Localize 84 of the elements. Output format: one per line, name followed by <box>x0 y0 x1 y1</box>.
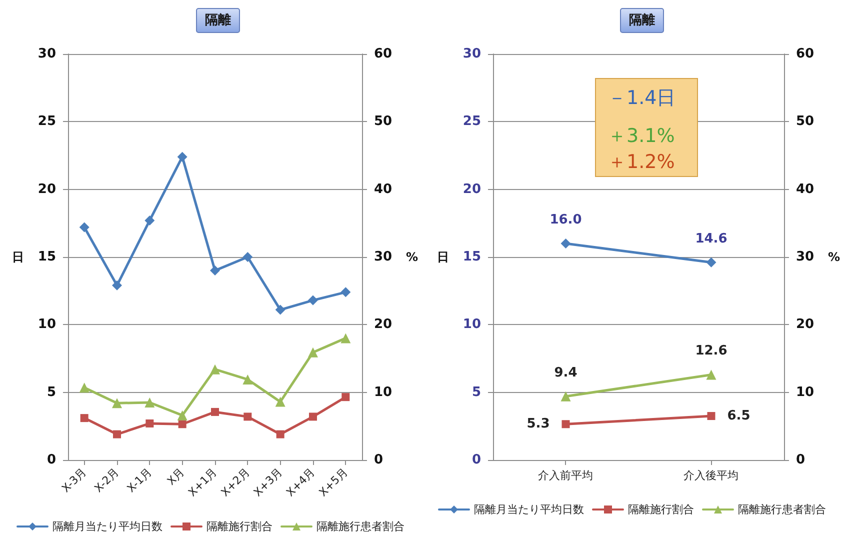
y2-tick-label: 30 <box>374 250 392 264</box>
y2-tick-label: 60 <box>374 46 392 62</box>
point <box>242 374 253 384</box>
point <box>308 412 317 421</box>
y2-tick-label: 10 <box>796 384 814 400</box>
y-tick-label: 20 <box>462 182 481 197</box>
y-tick-label: 10 <box>462 317 481 332</box>
data-label: 6.5 <box>727 408 750 424</box>
y-tick-label: 0 <box>472 452 481 468</box>
data-label: 5.3 <box>526 416 550 432</box>
y2-tick-label: 60 <box>796 46 814 62</box>
point <box>79 222 90 232</box>
point <box>210 408 219 416</box>
y-tick-label: 15 <box>462 250 481 264</box>
x-tick-label: 介入前平均 <box>538 469 594 482</box>
y-axis-title: 日 <box>437 250 449 264</box>
y-tick-label: 5 <box>46 384 56 400</box>
annotation: ＋1.2% <box>608 151 675 173</box>
point <box>80 414 88 422</box>
point <box>342 393 350 402</box>
y2-tick-label: 0 <box>374 452 384 468</box>
y-tick-label: 25 <box>462 114 481 130</box>
legend-label: 隔離施行割合 <box>628 503 694 516</box>
point <box>112 430 121 438</box>
point <box>308 347 318 358</box>
y2-tick-label: 10 <box>374 384 392 400</box>
legend-label: 隔離施行患者割合 <box>316 520 404 533</box>
y-tick-label: 0 <box>46 452 56 468</box>
x-tick-label: 介入後平均 <box>684 469 739 482</box>
point <box>244 412 252 421</box>
data-label: 14.6 <box>695 231 728 246</box>
point <box>562 420 570 428</box>
y-tick-label: 30 <box>38 46 56 62</box>
point <box>177 410 188 420</box>
x-tick-label: X-2月 <box>92 465 122 496</box>
annotation: ＋3.1% <box>608 125 675 147</box>
y2-tick-label: 20 <box>374 317 392 332</box>
point <box>146 419 154 428</box>
y2-axis-title: % <box>406 250 418 264</box>
y-tick-label: 30 <box>462 46 481 62</box>
legend-label: 隔離月当たり平均日数 <box>474 503 584 516</box>
y-axis-title: 日 <box>12 250 24 264</box>
point <box>707 412 716 420</box>
point <box>177 152 188 162</box>
annotation: －1.4日 <box>608 87 676 109</box>
point <box>144 397 155 408</box>
y2-tick-label: 40 <box>374 182 392 197</box>
y2-tick-label: 30 <box>796 250 814 264</box>
point <box>340 287 351 298</box>
point <box>210 364 220 374</box>
y-tick-label: 25 <box>38 114 56 130</box>
point <box>112 280 122 290</box>
point <box>79 382 90 393</box>
chart-title: 隔離 <box>205 13 231 28</box>
legend-label: 隔離施行割合 <box>206 520 272 533</box>
point <box>242 252 253 262</box>
legend-label: 隔離施行患者割合 <box>738 503 826 516</box>
point <box>276 430 284 438</box>
point <box>275 304 286 315</box>
x-tick-label: X-1月 <box>124 465 154 496</box>
data-label: 16.0 <box>550 212 582 228</box>
data-label: 12.6 <box>695 344 728 359</box>
chart-title: 隔離 <box>629 13 655 28</box>
point <box>178 420 186 428</box>
y2-tick-label: 20 <box>796 317 814 332</box>
y2-tick-label: 40 <box>796 182 814 197</box>
point <box>210 266 220 276</box>
point <box>275 396 286 407</box>
y-tick-label: 10 <box>38 317 56 332</box>
legend-label: 隔離月当たり平均日数 <box>52 520 162 533</box>
y-tick-label: 15 <box>38 250 56 264</box>
data-label: 9.4 <box>554 365 578 380</box>
x-tick-label: X-3月 <box>59 465 89 496</box>
y-tick-label: 20 <box>38 182 56 197</box>
y2-axis-title: % <box>828 250 840 264</box>
y2-tick-label: 50 <box>374 114 392 130</box>
x-tick-label: X月 <box>164 465 187 488</box>
y2-tick-label: 50 <box>796 114 814 130</box>
point <box>144 215 155 226</box>
point <box>340 333 351 344</box>
point <box>308 295 318 306</box>
y-tick-label: 5 <box>472 384 481 400</box>
point <box>112 398 122 408</box>
y2-tick-label: 0 <box>796 452 806 468</box>
